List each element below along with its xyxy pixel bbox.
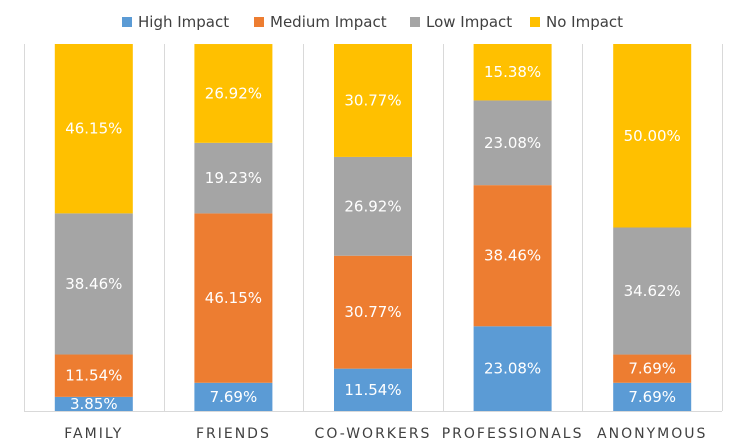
bar-co-workers-no-impact <box>334 44 412 157</box>
data-label-friends-high-impact: 7.69% <box>210 388 258 406</box>
bar-anonymous-no-impact <box>613 44 692 228</box>
bar-anonymous-low-impact <box>613 227 692 355</box>
bar-friends-no-impact <box>194 44 273 143</box>
data-label-anonymous-low-impact: 34.62% <box>624 282 681 300</box>
bar-anonymous-high-impact <box>613 382 692 411</box>
data-label-family-low-impact: 38.46% <box>65 275 122 293</box>
legend-label-no-impact: No Impact <box>546 13 623 31</box>
data-label-friends-no-impact: 26.92% <box>205 84 262 102</box>
category-label-friends: FRIENDS <box>196 426 271 442</box>
data-label-anonymous-high-impact: 7.69% <box>628 388 676 406</box>
bar-professionals-no-impact <box>473 44 552 101</box>
bars: 3.85% 11.54% 38.46% 46.15% 7.69% 46.15% 19.23%… <box>54 44 692 413</box>
bar-co-workers-high-impact <box>334 368 412 411</box>
data-label-family-high-impact: 3.85% <box>70 395 118 413</box>
data-label-professionals-no-impact: 15.38% <box>484 63 541 81</box>
data-label-family-no-impact: 46.15% <box>65 120 122 138</box>
bar-family-medium-impact <box>54 354 133 397</box>
data-label-professionals-low-impact: 23.08% <box>484 134 541 152</box>
bar-friends-high-impact <box>194 382 273 411</box>
data-label-co-workers-medium-impact: 30.77% <box>344 303 401 321</box>
bar-anonymous-medium-impact <box>613 354 692 383</box>
legend-label-high-impact: High Impact <box>138 13 229 31</box>
data-label-co-workers-low-impact: 26.92% <box>344 197 401 215</box>
legend-swatch-no-impact <box>530 17 540 27</box>
data-label-anonymous-medium-impact: 7.69% <box>628 360 676 378</box>
bar-family-high-impact <box>54 396 133 411</box>
bar-co-workers-medium-impact <box>334 255 412 369</box>
data-label-professionals-medium-impact: 38.46% <box>484 247 541 265</box>
data-label-friends-medium-impact: 46.15% <box>205 289 262 307</box>
data-label-anonymous-no-impact: 50.00% <box>624 127 681 145</box>
legend: High Impact Medium Impact Low Impact No Imp… <box>122 13 623 31</box>
data-label-co-workers-high-impact: 11.54% <box>344 381 401 399</box>
bar-professionals-medium-impact <box>473 185 552 327</box>
category-label-professionals: PROFESSIONALS <box>442 426 584 442</box>
legend-swatch-high-impact <box>122 17 132 27</box>
x-axis-labels: FAMILY FRIENDS CO-WORKERS PROFESSIONALS ANON… <box>64 426 707 442</box>
legend-label-medium-impact: Medium Impact <box>270 13 387 31</box>
bar-friends-medium-impact <box>194 213 273 383</box>
category-separators <box>24 44 723 412</box>
bar-professionals-low-impact <box>473 100 552 186</box>
bar-family-low-impact <box>54 213 133 355</box>
data-label-friends-low-impact: 19.23% <box>205 169 262 187</box>
data-label-professionals-high-impact: 23.08% <box>484 360 541 378</box>
legend-swatch-low-impact <box>410 17 420 27</box>
legend-label-low-impact: Low Impact <box>426 13 512 31</box>
legend-swatch-medium-impact <box>254 17 264 27</box>
bar-family-no-impact <box>54 44 133 214</box>
category-label-anonymous: ANONYMOUS <box>597 426 707 442</box>
bar-co-workers-low-impact <box>334 156 412 256</box>
category-label-co-workers: CO-WORKERS <box>315 426 432 442</box>
data-label-co-workers-no-impact: 30.77% <box>344 91 401 109</box>
bar-friends-low-impact <box>194 142 273 214</box>
data-label-family-medium-impact: 11.54% <box>65 367 122 385</box>
bar-professionals-high-impact <box>473 326 552 411</box>
category-label-family: FAMILY <box>64 426 123 442</box>
